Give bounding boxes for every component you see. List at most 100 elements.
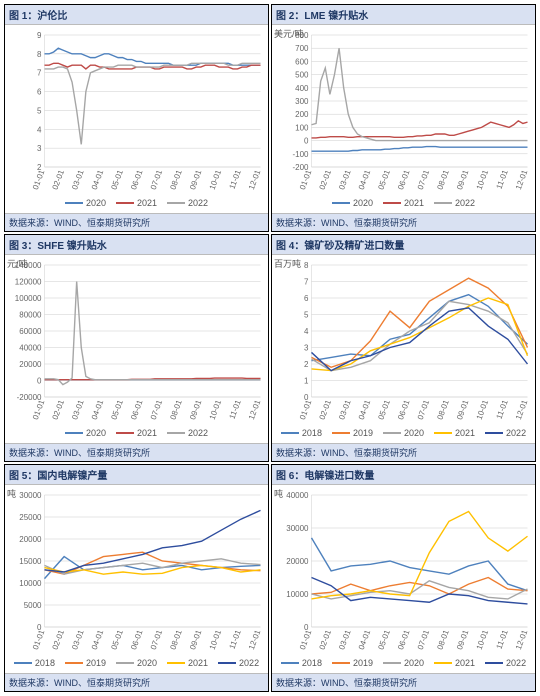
legend-item: 2022 bbox=[167, 198, 208, 208]
legend-swatch bbox=[116, 202, 134, 204]
svg-text:10000: 10000 bbox=[19, 579, 42, 588]
legend-swatch bbox=[485, 432, 503, 434]
svg-text:5: 5 bbox=[304, 311, 309, 320]
legend-label: 2021 bbox=[455, 658, 475, 668]
legend-swatch bbox=[383, 202, 401, 204]
svg-text:09-01: 09-01 bbox=[188, 398, 204, 421]
svg-text:03-01: 03-01 bbox=[337, 168, 353, 191]
svg-text:08-01: 08-01 bbox=[168, 168, 184, 191]
legend-swatch bbox=[434, 432, 452, 434]
legend-swatch bbox=[116, 432, 134, 434]
svg-text:10-01: 10-01 bbox=[475, 398, 491, 421]
legend-label: 2020 bbox=[137, 658, 157, 668]
svg-text:12-01: 12-01 bbox=[247, 628, 263, 651]
legend-label: 2022 bbox=[188, 198, 208, 208]
svg-text:08-01: 08-01 bbox=[168, 398, 184, 421]
svg-text:01-01: 01-01 bbox=[298, 628, 314, 651]
chart-title: 图 2：LME 镍升贴水 bbox=[272, 5, 535, 25]
svg-text:03-01: 03-01 bbox=[337, 398, 353, 421]
chart-legend: 2020 2021 2022 bbox=[5, 195, 268, 213]
svg-text:30000: 30000 bbox=[286, 524, 309, 533]
svg-text:20000: 20000 bbox=[19, 360, 42, 369]
svg-text:120000: 120000 bbox=[15, 278, 42, 287]
legend-label: 2020 bbox=[86, 198, 106, 208]
y-axis-label: 吨 bbox=[274, 487, 283, 500]
legend-label: 2022 bbox=[239, 658, 259, 668]
svg-text:01-01: 01-01 bbox=[31, 168, 47, 191]
chart-legend: 2020 2021 2022 bbox=[5, 425, 268, 443]
svg-text:08-01: 08-01 bbox=[435, 628, 451, 651]
svg-text:25000: 25000 bbox=[19, 513, 42, 522]
svg-text:01-01: 01-01 bbox=[31, 628, 47, 651]
svg-text:3: 3 bbox=[304, 344, 309, 353]
svg-text:60000: 60000 bbox=[19, 327, 42, 336]
svg-text:2: 2 bbox=[304, 360, 309, 369]
legend-item: 2021 bbox=[383, 198, 424, 208]
legend-label: 2018 bbox=[35, 658, 55, 668]
svg-text:09-01: 09-01 bbox=[455, 168, 471, 191]
svg-text:-100: -100 bbox=[292, 150, 309, 159]
legend-swatch bbox=[383, 432, 401, 434]
svg-text:04-01: 04-01 bbox=[357, 398, 373, 421]
svg-text:07-01: 07-01 bbox=[149, 398, 165, 421]
svg-text:10-01: 10-01 bbox=[475, 628, 491, 651]
legend-label: 2020 bbox=[86, 428, 106, 438]
svg-text:08-01: 08-01 bbox=[168, 628, 184, 651]
legend-label: 2021 bbox=[137, 428, 157, 438]
svg-text:03-01: 03-01 bbox=[70, 628, 86, 651]
svg-text:06-01: 06-01 bbox=[129, 398, 145, 421]
legend-label: 2021 bbox=[137, 198, 157, 208]
svg-text:0: 0 bbox=[37, 377, 42, 386]
svg-text:03-01: 03-01 bbox=[337, 628, 353, 651]
legend-swatch bbox=[332, 662, 350, 664]
svg-text:04-01: 04-01 bbox=[357, 168, 373, 191]
svg-text:700: 700 bbox=[295, 44, 309, 53]
svg-text:11-01: 11-01 bbox=[227, 628, 242, 650]
svg-text:06-01: 06-01 bbox=[396, 628, 412, 651]
svg-text:200: 200 bbox=[295, 110, 309, 119]
legend-label: 2020 bbox=[404, 428, 424, 438]
svg-text:02-01: 02-01 bbox=[318, 398, 334, 421]
svg-text:06-01: 06-01 bbox=[396, 168, 412, 191]
svg-text:09-01: 09-01 bbox=[455, 628, 471, 651]
svg-text:05-01: 05-01 bbox=[376, 168, 392, 191]
legend-item: 2021 bbox=[167, 658, 208, 668]
y-axis-label: 百万吨 bbox=[274, 257, 301, 270]
legend-item: 2019 bbox=[65, 658, 106, 668]
legend-swatch bbox=[14, 662, 32, 664]
legend-label: 2021 bbox=[455, 428, 475, 438]
svg-text:10-01: 10-01 bbox=[208, 168, 224, 191]
legend-label: 2021 bbox=[404, 198, 424, 208]
legend-label: 2019 bbox=[86, 658, 106, 668]
legend-item: 2022 bbox=[485, 428, 526, 438]
svg-text:80000: 80000 bbox=[19, 311, 42, 320]
svg-text:6: 6 bbox=[37, 88, 42, 97]
legend-label: 2019 bbox=[353, 428, 373, 438]
svg-text:05-01: 05-01 bbox=[109, 398, 125, 421]
svg-text:04-01: 04-01 bbox=[90, 628, 106, 651]
legend-item: 2020 bbox=[383, 428, 424, 438]
y-axis-label: 吨 bbox=[7, 487, 16, 500]
legend-label: 2022 bbox=[188, 428, 208, 438]
legend-swatch bbox=[65, 662, 83, 664]
svg-text:06-01: 06-01 bbox=[129, 628, 145, 651]
chart-title: 图 1：沪伦比 bbox=[5, 5, 268, 25]
chart-panel: 图 1：沪伦比2345678901-0102-0103-0104-0105-01… bbox=[4, 4, 269, 232]
legend-item: 2022 bbox=[167, 428, 208, 438]
legend-swatch bbox=[434, 662, 452, 664]
legend-label: 2020 bbox=[353, 198, 373, 208]
svg-text:04-01: 04-01 bbox=[90, 168, 106, 191]
legend-swatch bbox=[167, 202, 185, 204]
legend-label: 2022 bbox=[506, 658, 526, 668]
svg-text:11-01: 11-01 bbox=[227, 168, 242, 190]
svg-text:11-01: 11-01 bbox=[227, 398, 242, 420]
chart-title: 图 5：国内电解镍产量 bbox=[5, 465, 268, 485]
chart-source: 数据来源：WIND、恒泰期货研究所 bbox=[272, 213, 535, 231]
svg-text:02-01: 02-01 bbox=[318, 168, 334, 191]
svg-text:12-01: 12-01 bbox=[247, 168, 263, 191]
svg-text:06-01: 06-01 bbox=[129, 168, 145, 191]
svg-text:4: 4 bbox=[37, 125, 42, 134]
legend-item: 2020 bbox=[65, 198, 106, 208]
svg-text:03-01: 03-01 bbox=[70, 398, 86, 421]
legend-swatch bbox=[116, 662, 134, 664]
